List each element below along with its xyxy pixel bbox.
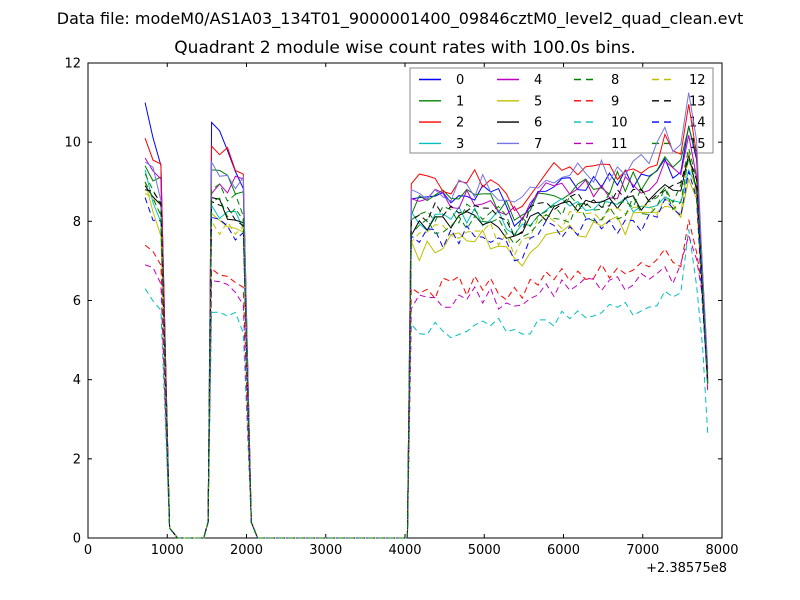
legend-label-7: 7 [534,137,542,152]
legend-label-0: 0 [456,73,464,88]
legend-label-11: 11 [611,137,628,152]
x-tick-label-1000: 1000 [151,543,184,558]
series-line-10 [144,229,709,539]
legend-label-9: 9 [611,94,619,109]
chart-title: Quadrant 2 module wise count rates with … [174,38,636,58]
x-tick-label-4000: 4000 [388,543,421,558]
series-line-8 [144,148,709,539]
series-line-11 [144,233,709,539]
y-tick-label-4: 4 [73,373,81,388]
series-line-14 [144,171,709,539]
legend-label-4: 4 [534,73,542,88]
y-tick-label-2: 2 [73,452,81,467]
series-line-0 [144,102,709,539]
x-tick-label-0: 0 [84,543,92,558]
x-tick-label-2000: 2000 [230,543,263,558]
series-line-12 [144,152,709,539]
series-line-13 [145,155,709,539]
series-line-4 [144,135,709,539]
legend-label-1: 1 [456,94,464,109]
series-line-2 [144,104,709,539]
series-line-9 [144,219,709,539]
series-line-5 [144,177,709,539]
legend-label-2: 2 [456,116,464,131]
legend-box [409,67,714,154]
legend-label-5: 5 [534,94,542,109]
y-tick-label-10: 10 [64,136,81,151]
legend-label-13: 13 [689,94,706,109]
series-line-7 [144,92,709,539]
x-tick-label-8000: 8000 [705,543,738,558]
legend-label-10: 10 [611,116,628,131]
x-tick-label-6000: 6000 [547,543,580,558]
x-tick-label-5000: 5000 [468,543,501,558]
y-tick-label-8: 8 [73,215,81,230]
y-tick-label-12: 12 [64,57,81,72]
legend-label-8: 8 [611,73,619,88]
series-line-1 [144,125,709,539]
series-line-6 [144,154,709,539]
series-line-15 [144,157,709,539]
x-axis-offset-label: +2.38575e8 [646,561,727,576]
data-file-title: Data file: modeM0/AS1A03_134T01_90000014… [56,9,744,28]
y-tick-label-0: 0 [73,532,81,547]
y-tick-label-6: 6 [73,294,81,309]
legend-label-3: 3 [456,137,464,152]
legend-label-6: 6 [534,116,542,131]
x-tick-label-7000: 7000 [626,543,659,558]
x-tick-label-3000: 3000 [309,543,342,558]
legend-label-12: 12 [689,73,706,88]
